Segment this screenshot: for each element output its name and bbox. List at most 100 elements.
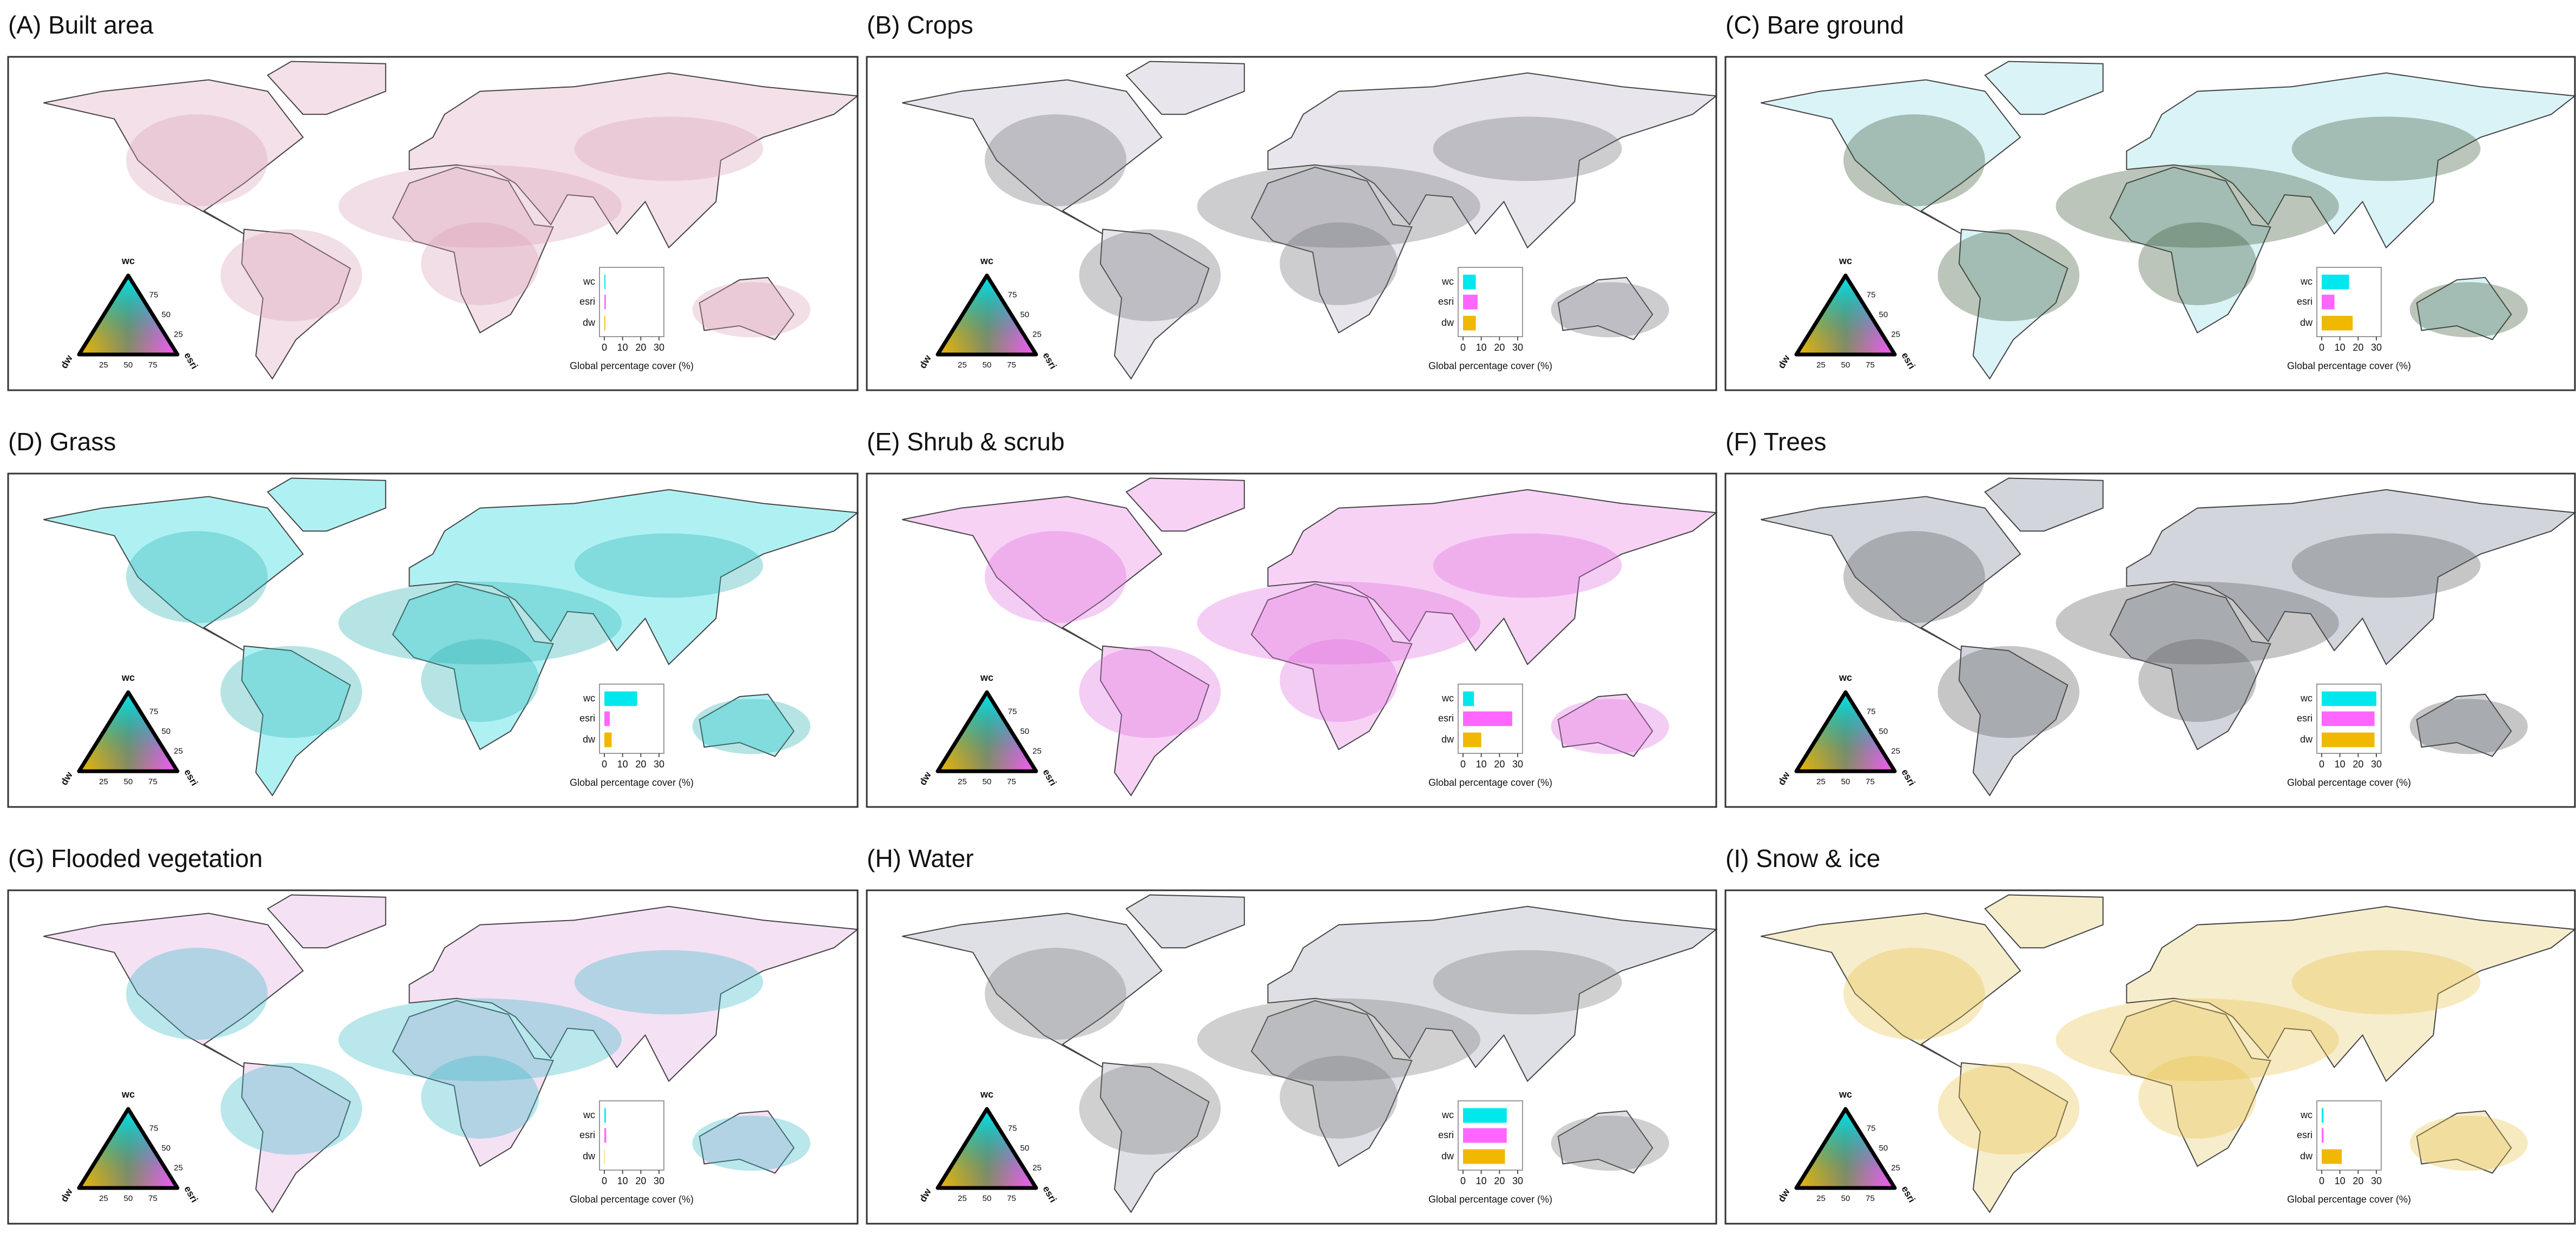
x-tick-label: 20 (2353, 759, 2363, 770)
ternary-tick-label: 75 (1867, 1124, 1876, 1133)
bar-inset: 0 10 20 30 Global percentage cover (%) wc esri… (570, 1100, 694, 1205)
map-accent (1938, 646, 2080, 738)
category-label: dw (583, 317, 596, 328)
landmass (1250, 583, 1413, 751)
bar (604, 711, 610, 726)
ternary-tick-label: 25 (1891, 746, 1900, 756)
map-accent (2138, 639, 2257, 722)
panel-title: (A) Built area (8, 11, 154, 39)
category-label: wc (2300, 1109, 2313, 1120)
bar-inset: 0 10 20 30 Global percentage cover (%) wc esri… (1428, 684, 1552, 788)
map-accent (1280, 222, 1398, 305)
bar (2322, 1149, 2342, 1164)
bar (604, 1108, 606, 1123)
map-accent (2409, 699, 2528, 754)
x-tick-label: 0 (1460, 1176, 1466, 1186)
map-frame (1724, 889, 2576, 1225)
landmass (699, 277, 795, 340)
category-label: wc (2300, 276, 2313, 287)
x-tick-label: 30 (654, 342, 664, 353)
ternary-fill-top (79, 1109, 177, 1188)
bar (604, 274, 606, 290)
bar (1463, 316, 1476, 331)
landmass (409, 489, 859, 666)
landmass (2126, 905, 2576, 1082)
panel: (E) Shrub & scrub wc dw esri 25 25 50 50 75 75 0 10… (866, 428, 1718, 808)
map-accent (1433, 116, 1622, 181)
map-accent (220, 646, 363, 738)
panel-title: (H) Water (867, 844, 974, 872)
ternary-tick-label: 25 (1032, 746, 1042, 756)
x-axis-label: Global percentage cover (%) (2287, 777, 2411, 788)
x-tick-label: 10 (617, 759, 628, 770)
bar (1463, 732, 1481, 747)
landmass (902, 496, 1163, 651)
panel-title: (B) Crops (867, 11, 973, 39)
bar (1463, 274, 1476, 290)
landmass (267, 894, 386, 949)
bar (604, 732, 612, 747)
x-tick-label: 10 (617, 1176, 628, 1186)
map-accent (1938, 1062, 2080, 1155)
map-accent (2055, 165, 2339, 248)
landmass (1267, 489, 1718, 666)
ternary-outline (77, 690, 180, 773)
panel-title: (G) Flooded vegetation (8, 844, 263, 872)
ternary-outline (77, 1107, 180, 1190)
bar (2322, 316, 2353, 331)
map-frame (7, 56, 859, 391)
category-label: wc (2300, 693, 2313, 704)
map-accent (2291, 533, 2481, 598)
map-accent (338, 998, 622, 1081)
ternary-tick-label: 50 (1841, 1194, 1850, 1203)
map-accent (2138, 1055, 2257, 1139)
category-label: wc (1441, 693, 1454, 704)
x-axis-label: Global percentage cover (%) (1428, 360, 1552, 371)
ternary-tick-label: 25 (1032, 1163, 1042, 1172)
landmass (1267, 72, 1718, 249)
ternary-tick-label: 50 (983, 1194, 992, 1203)
ternary-outline (1794, 1107, 1897, 1190)
map-accent (1280, 639, 1398, 722)
ternary-tick-label: 25 (174, 746, 183, 756)
ternary-tick-label: 25 (99, 777, 108, 786)
ternary-tick-label: 50 (1020, 1144, 1030, 1153)
map-accent (2138, 222, 2257, 305)
ternary-tick-label: 75 (1007, 360, 1016, 370)
ternary-fill-top (1796, 692, 1895, 771)
map-accent (692, 282, 811, 338)
landmass (43, 496, 304, 651)
x-tick-label: 20 (635, 342, 646, 353)
map-accent (1551, 1115, 1669, 1171)
map-accent (126, 948, 268, 1040)
x-tick-label: 30 (1512, 1176, 1523, 1186)
category-label: dw (2300, 1151, 2313, 1161)
ternary-vertex-label: wc (1839, 1089, 1852, 1100)
x-tick-label: 20 (1494, 759, 1505, 770)
map-accent (2291, 116, 2481, 181)
ternary-tick-label: 75 (1008, 707, 1017, 716)
ternary-tick-label: 50 (1841, 777, 1850, 786)
category-label: esri (579, 713, 595, 724)
landmass (1250, 1000, 1413, 1167)
map: wc dw esri 25 25 50 50 75 75 0 10 20 30 Global percen… (866, 472, 1718, 808)
x-tick-label: 20 (1494, 1176, 1505, 1186)
landmass (1984, 61, 2104, 115)
x-axis-label: Global percentage cover (%) (2287, 1194, 2411, 1205)
bar (2322, 1128, 2324, 1143)
ternary-outline (77, 273, 180, 357)
bar (2322, 711, 2375, 726)
map-accent (1079, 646, 1221, 738)
map-accent (126, 114, 268, 207)
bar (2322, 274, 2349, 290)
map-accent (1079, 229, 1221, 321)
landmass (1557, 693, 1653, 757)
x-tick-label: 30 (654, 759, 664, 770)
landmass (1125, 477, 1245, 532)
landmass (1099, 228, 1210, 380)
ternary-tick-label: 75 (1866, 777, 1875, 786)
x-tick-label: 20 (1494, 342, 1505, 353)
panel: (G) Flooded vegetation wc dw esri 25 25 50 50 75… (7, 844, 859, 1225)
ternary-fill-top (79, 275, 177, 354)
